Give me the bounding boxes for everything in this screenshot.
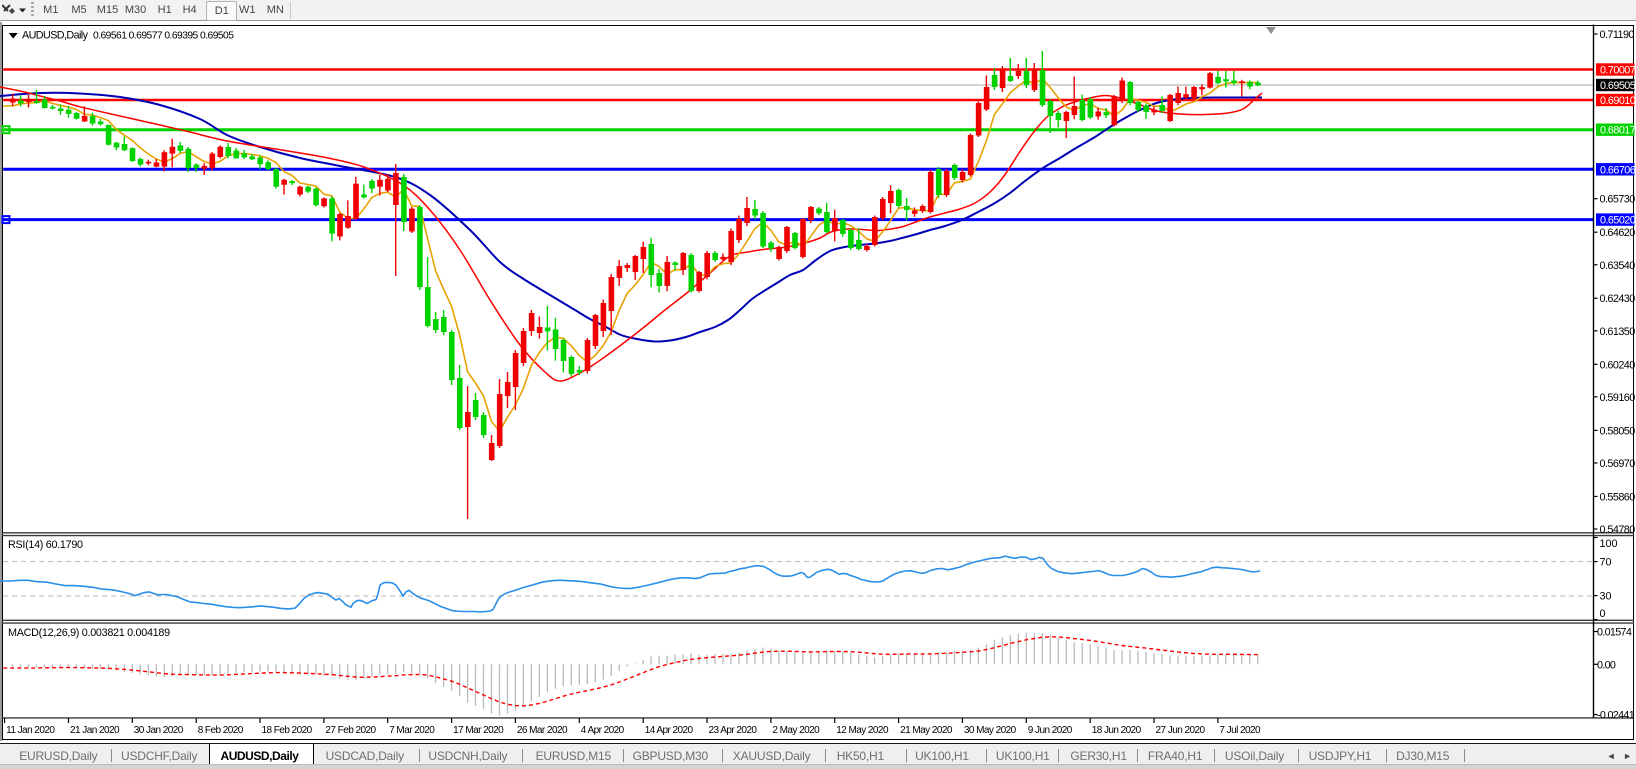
svg-text:21 May 2020: 21 May 2020	[900, 725, 953, 736]
svg-text:0.66706: 0.66706	[1600, 164, 1636, 176]
svg-text:26 Mar 2020: 26 Mar 2020	[517, 725, 568, 736]
svg-text:0.64620: 0.64620	[1600, 227, 1636, 239]
svg-text:0.56970: 0.56970	[1600, 458, 1636, 470]
svg-text:2 May 2020: 2 May 2020	[772, 725, 820, 736]
svg-text:0.65020: 0.65020	[1600, 215, 1636, 227]
svg-text:0.60240: 0.60240	[1600, 359, 1636, 371]
svg-text:27 Feb 2020: 27 Feb 2020	[325, 725, 376, 736]
svg-text:11 Jan 2020: 11 Jan 2020	[6, 725, 55, 736]
svg-text:12 May 2020: 12 May 2020	[836, 725, 889, 736]
svg-text:0.61350: 0.61350	[1600, 326, 1636, 338]
svg-text:0.71190: 0.71190	[1600, 29, 1635, 41]
svg-text:0.55860: 0.55860	[1600, 491, 1636, 503]
svg-text:100: 100	[1600, 538, 1618, 550]
svg-text:0.70007: 0.70007	[1600, 65, 1636, 77]
svg-text:70: 70	[1600, 557, 1612, 569]
svg-text:27 Jun 2020: 27 Jun 2020	[1156, 725, 1206, 736]
svg-text:9 Jun 2020: 9 Jun 2020	[1028, 725, 1073, 736]
svg-text:AUDUSD,Daily: AUDUSD,Daily	[22, 30, 89, 42]
svg-text:4 Apr 2020: 4 Apr 2020	[581, 725, 625, 736]
svg-text:0.69505: 0.69505	[1600, 80, 1636, 92]
svg-text:18 Jun 2020: 18 Jun 2020	[1092, 725, 1142, 736]
svg-text:14 Apr 2020: 14 Apr 2020	[645, 725, 694, 736]
svg-text:0.59160: 0.59160	[1600, 392, 1636, 404]
svg-text:18 Feb 2020: 18 Feb 2020	[262, 725, 313, 736]
svg-text:8 Feb 2020: 8 Feb 2020	[198, 725, 244, 736]
svg-text:0.69010: 0.69010	[1600, 95, 1636, 107]
svg-text:0.62430: 0.62430	[1600, 293, 1636, 305]
svg-text:0: 0	[1600, 608, 1606, 620]
svg-text:0.58050: 0.58050	[1600, 425, 1636, 437]
svg-text:30 May 2020: 30 May 2020	[964, 725, 1017, 736]
svg-text:17 Mar 2020: 17 Mar 2020	[453, 725, 504, 736]
svg-text:0.68017: 0.68017	[1600, 125, 1636, 137]
svg-text:21 Jan 2020: 21 Jan 2020	[70, 725, 120, 736]
svg-text:23 Apr 2020: 23 Apr 2020	[709, 725, 758, 736]
svg-text:MACD(12,26,9) 0.003821 0.00418: MACD(12,26,9) 0.003821 0.004189	[8, 627, 170, 639]
svg-text:0.00: 0.00	[1597, 659, 1616, 671]
svg-text:30 Jan 2020: 30 Jan 2020	[134, 725, 184, 736]
svg-text:7 Mar 2020: 7 Mar 2020	[389, 725, 435, 736]
svg-text:0.63540: 0.63540	[1600, 260, 1636, 272]
svg-text:0.65730: 0.65730	[1600, 194, 1636, 206]
svg-text:RSI(14) 60.1790: RSI(14) 60.1790	[8, 539, 83, 551]
svg-text:0.69561 0.69577 0.69395 0.6950: 0.69561 0.69577 0.69395 0.69505	[93, 31, 234, 42]
svg-text:30: 30	[1600, 591, 1612, 603]
svg-text:7 Jul 2020: 7 Jul 2020	[1219, 725, 1261, 736]
svg-text:-0.02441: -0.02441	[1597, 710, 1635, 722]
svg-text:0.54780: 0.54780	[1600, 524, 1636, 536]
svg-text:0.01574: 0.01574	[1597, 627, 1632, 639]
